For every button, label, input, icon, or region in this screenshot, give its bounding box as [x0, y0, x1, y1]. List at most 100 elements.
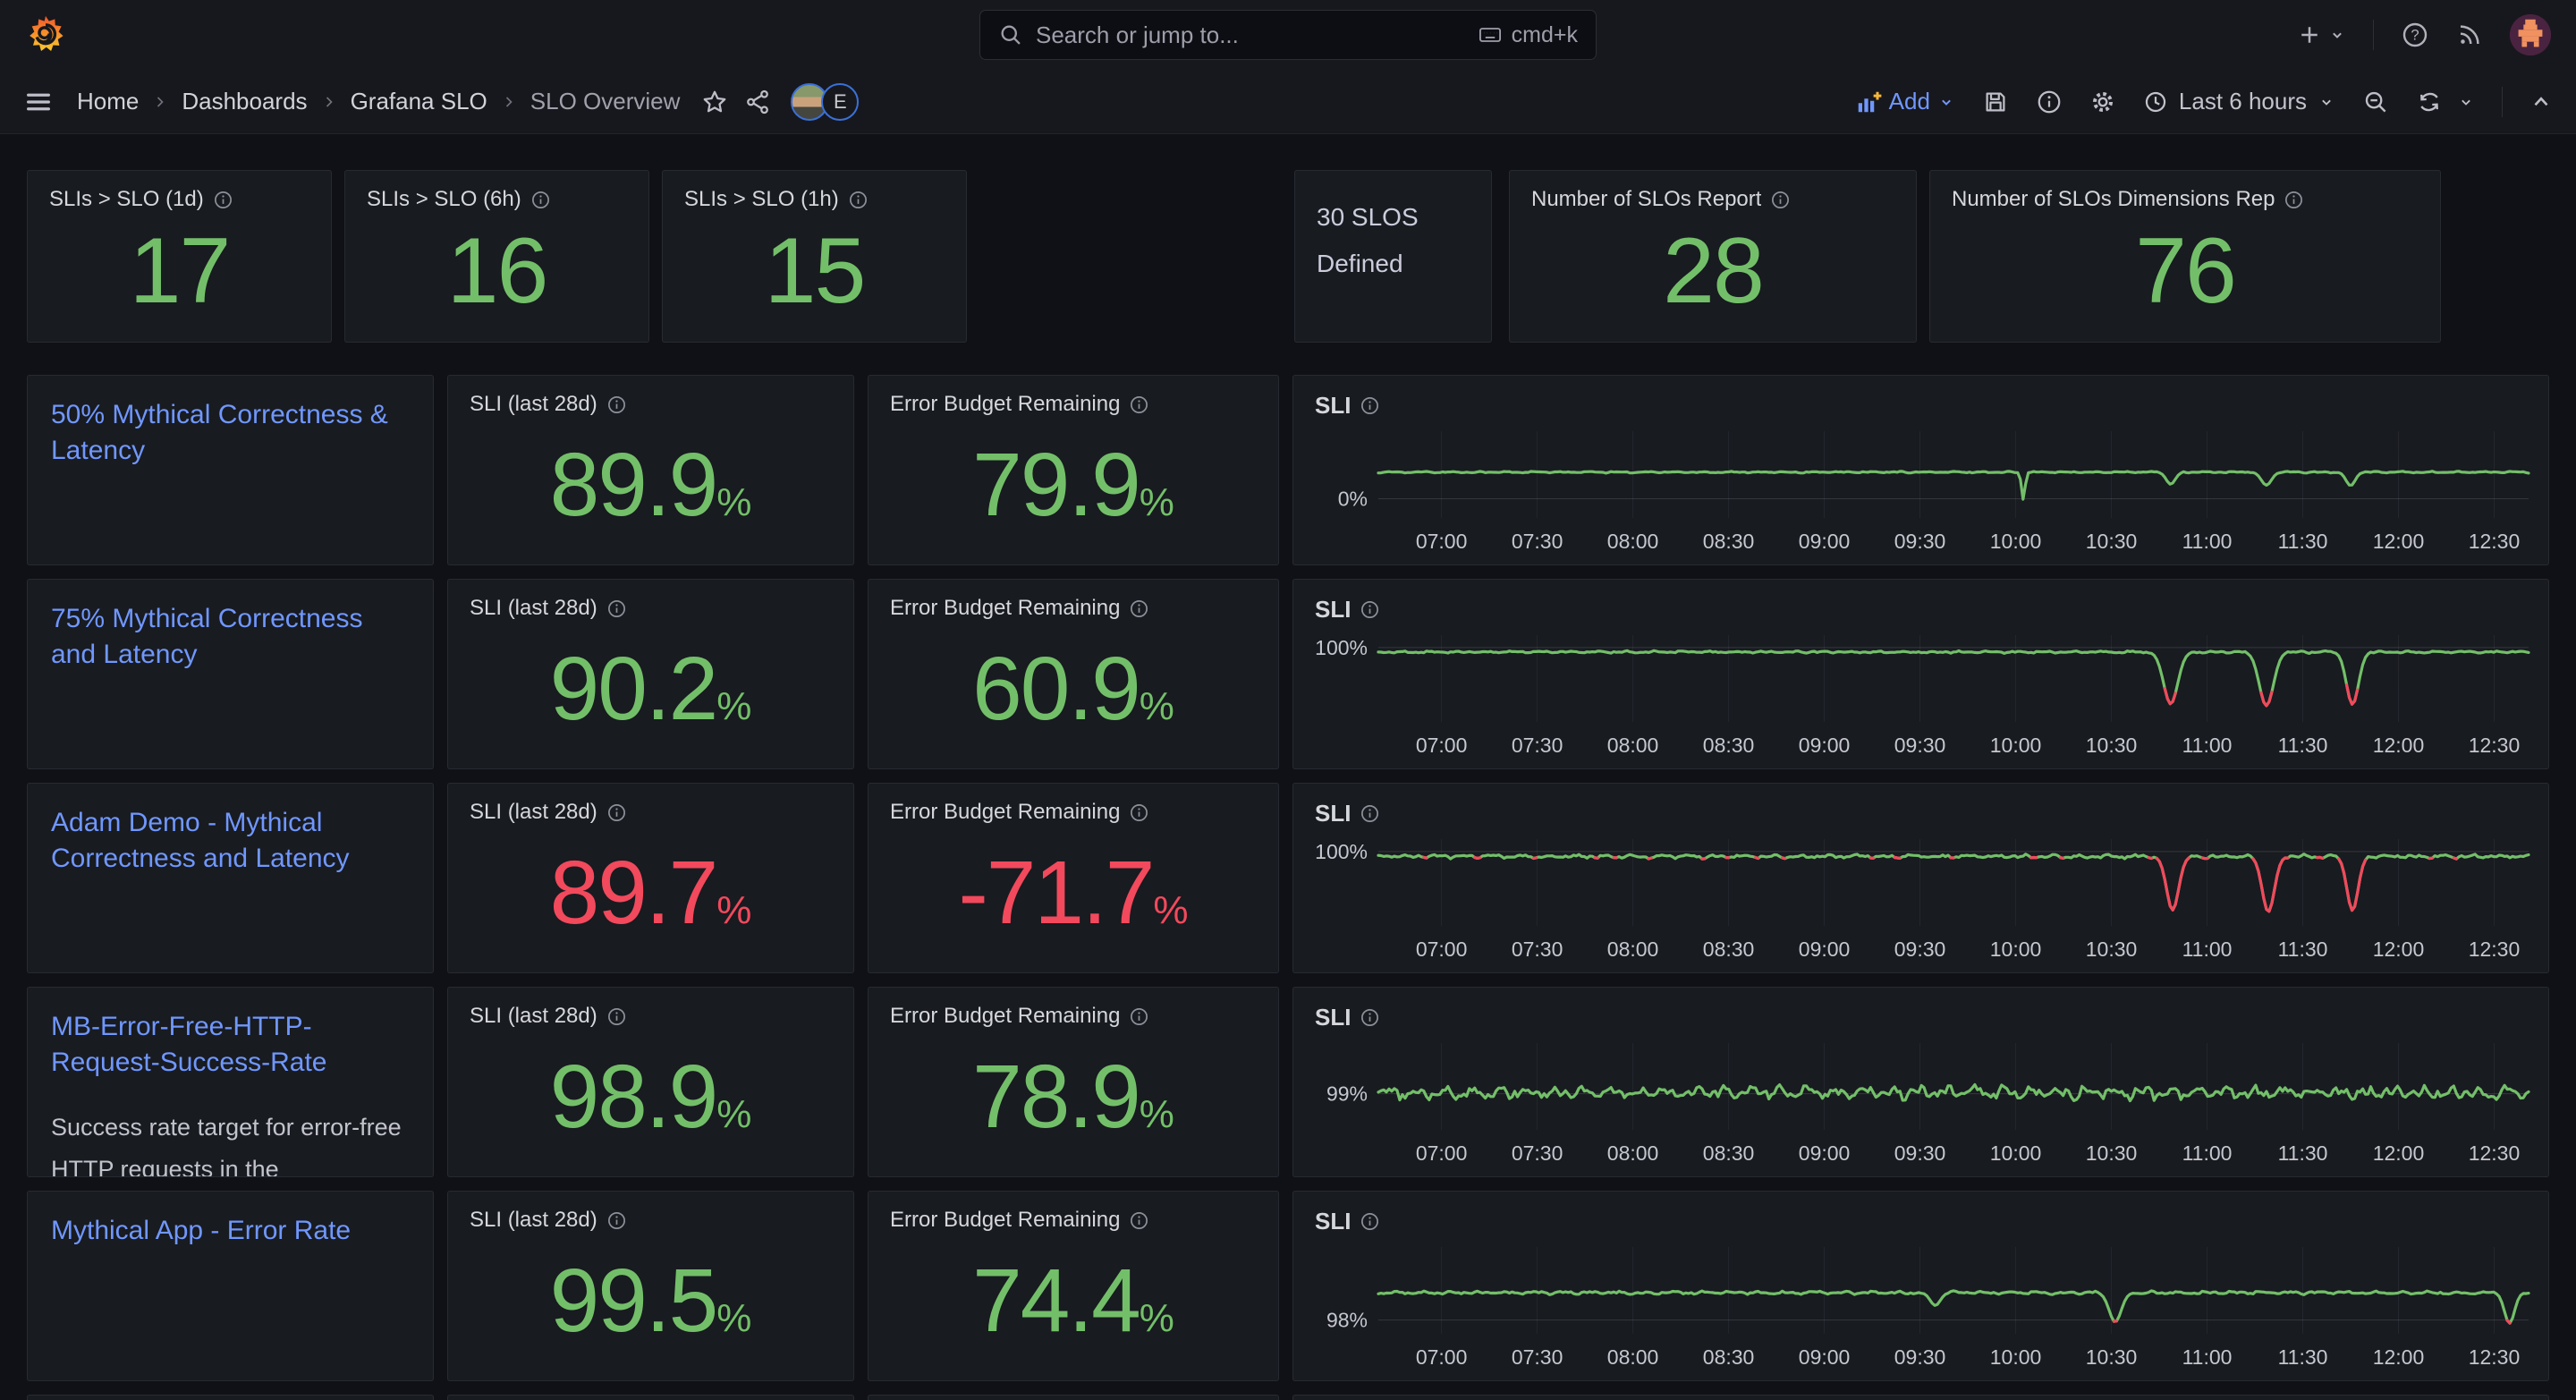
svg-text:12:00: 12:00 — [2373, 530, 2425, 553]
panel-slis-slo-1h: SLIs > SLO (1h) 15 — [662, 170, 967, 343]
svg-text:12:30: 12:30 — [2469, 1141, 2521, 1165]
info-icon[interactable] — [2284, 190, 2304, 210]
refresh-button[interactable] — [2416, 89, 2443, 115]
grafana-logo-icon[interactable] — [25, 14, 66, 55]
sli-chart[interactable]: 07:00 07:30 08:00 08:30 09:00 09:30 10:00 10:30… — [1293, 988, 2548, 1176]
panel-error-budget-remaining: Error Budget Remaining 60.9 % — [868, 579, 1279, 769]
time-range-picker[interactable]: Last 6 hours — [2143, 88, 2335, 115]
panel-title: Error Budget Remaining — [890, 1208, 1121, 1232]
svg-text:08:30: 08:30 — [1703, 1141, 1755, 1165]
breadcrumb-dashboards[interactable]: Dashboards — [182, 88, 308, 115]
help-button[interactable]: ? — [2401, 21, 2429, 49]
error-budget-value: 74.4 — [972, 1250, 1141, 1351]
sli-chart[interactable]: 07:00 07:30 08:00 08:30 09:00 09:30 10:00 10:30… — [1293, 784, 2548, 972]
info-icon[interactable] — [1360, 599, 1380, 620]
news-rss-button[interactable] — [2456, 21, 2483, 48]
dashboard-insights-button[interactable] — [2036, 89, 2063, 115]
info-icon[interactable] — [1360, 1007, 1380, 1028]
stat-row: SLIs > SLO (1d) 17 SLIs > SLO (6h) 16 SL… — [27, 170, 2549, 343]
info-icon[interactable] — [1770, 190, 1791, 210]
panel-title: Number of SLOs Dimensions Rep — [1952, 187, 2275, 211]
error-budget-value: 78.9 — [972, 1046, 1141, 1147]
search-input[interactable]: Search or jump to... cmd+k — [979, 10, 1597, 60]
panel-error-budget-remaining: Error Budget Remaining 74.4 % — [868, 1191, 1279, 1381]
chevron-up-icon — [2534, 96, 2548, 106]
search-icon — [998, 22, 1023, 47]
info-icon[interactable] — [606, 1006, 627, 1027]
panel-title: SLIs > SLO (1d) — [49, 187, 204, 211]
percent-unit: % — [716, 887, 752, 932]
svg-text:09:30: 09:30 — [1894, 1141, 1946, 1165]
svg-text:07:00: 07:00 — [1416, 530, 1468, 553]
info-icon[interactable] — [1129, 1006, 1149, 1027]
chevron-down-icon — [1942, 99, 1951, 106]
info-icon[interactable] — [606, 802, 627, 823]
svg-text:0%: 0% — [1338, 487, 1368, 510]
info-icon[interactable] — [1129, 1210, 1149, 1231]
svg-text:11:00: 11:00 — [2182, 1345, 2233, 1369]
svg-text:07:30: 07:30 — [1512, 1141, 1563, 1165]
divider — [2502, 86, 2503, 117]
slo-name-link[interactable]: Mythical App - Error Rate — [51, 1216, 352, 1245]
svg-text:07:00: 07:00 — [1416, 734, 1468, 757]
info-icon[interactable] — [1360, 1211, 1380, 1232]
info-icon[interactable] — [848, 190, 869, 210]
svg-text:10:00: 10:00 — [1990, 1141, 2042, 1165]
svg-text:11:00: 11:00 — [2182, 1141, 2233, 1165]
slo-name-link[interactable]: 50% Mythical Correctness & Latency — [51, 400, 388, 465]
breadcrumb-home[interactable]: Home — [77, 88, 140, 115]
svg-text:10:00: 10:00 — [1990, 530, 2042, 553]
viewer-avatar-badge[interactable]: E — [821, 82, 860, 121]
panel-slo-name: MB-Error-Free-HTTP-Request-Success-Rate … — [27, 987, 434, 1177]
info-icon[interactable] — [1129, 395, 1149, 415]
zoom-out-time-button[interactable] — [2362, 89, 2389, 115]
sli-value: 89.9 — [549, 434, 719, 535]
dashboard-toolbar: Home Dashboards Grafana SLO SLO Overview… — [0, 70, 2576, 134]
panel-sli-timeseries: SLI 07:00 07:30 08:00 08:30 09:00 09:30 10:00 1… — [1292, 987, 2549, 1177]
info-icon[interactable] — [606, 598, 627, 619]
info-icon[interactable] — [1129, 802, 1149, 823]
breadcrumb-grafana-slo[interactable]: Grafana SLO — [350, 88, 487, 115]
panel-title: SLI (last 28d) — [470, 596, 597, 620]
share-button[interactable] — [744, 89, 771, 115]
svg-text:99%: 99% — [1326, 1082, 1368, 1106]
menu-toggle-button[interactable] — [23, 87, 54, 117]
info-icon[interactable] — [1360, 395, 1380, 416]
save-dashboard-button[interactable] — [1982, 89, 2009, 115]
slo-name-link[interactable]: Adam Demo - Mythical Correctness and Lat… — [51, 808, 350, 873]
panel-title: SLI (last 28d) — [470, 800, 597, 824]
svg-text:12:00: 12:00 — [2373, 1141, 2425, 1165]
collapse-toolbar-button[interactable] — [2529, 90, 2553, 114]
info-icon[interactable] — [530, 190, 551, 210]
panel-sli-timeseries: SLI 07:00 07:30 08:00 08:30 09:00 09:30 10:00 1… — [1292, 1191, 2549, 1381]
info-icon[interactable] — [606, 1210, 627, 1231]
info-icon[interactable] — [1129, 598, 1149, 619]
sli-chart[interactable]: 07:00 07:30 08:00 08:30 09:00 09:30 10:00 10:30… — [1293, 376, 2548, 564]
svg-text:11:00: 11:00 — [2182, 938, 2233, 961]
svg-text:09:30: 09:30 — [1894, 734, 1946, 757]
panel-title: Error Budget Remaining — [890, 596, 1121, 620]
info-icon[interactable] — [1360, 803, 1380, 824]
sli-chart[interactable]: 07:00 07:30 08:00 08:30 09:00 09:30 10:00 10:30… — [1293, 580, 2548, 768]
panel-error-budget-remaining: Error Budget Remaining -71.7 % — [868, 783, 1279, 973]
percent-unit: % — [1139, 479, 1174, 524]
error-budget-value: 60.9 — [972, 638, 1141, 739]
panel-sli-timeseries: SLI 07:00 07:30 08:00 08:30 09:00 09:30 10:00 1… — [1292, 783, 2549, 973]
shortcut-hint: cmd+k — [1478, 22, 1578, 48]
svg-text:08:30: 08:30 — [1703, 938, 1755, 961]
info-icon[interactable] — [213, 190, 233, 210]
svg-text:12:00: 12:00 — [2373, 1345, 2425, 1369]
new-button[interactable] — [2296, 21, 2346, 48]
slo-name-link[interactable]: 75% Mythical Correctness and Latency — [51, 604, 363, 669]
panel-title: SLI — [1315, 596, 1352, 623]
refresh-interval-dropdown[interactable] — [2457, 93, 2475, 111]
panel-title: Error Budget Remaining — [890, 1004, 1121, 1028]
user-avatar[interactable] — [2510, 14, 2551, 55]
add-panel-button[interactable]: Add — [1855, 88, 1955, 115]
info-icon[interactable] — [606, 395, 627, 415]
slo-name-link[interactable]: MB-Error-Free-HTTP-Request-Success-Rate — [51, 1012, 327, 1077]
favorite-star-button[interactable] — [701, 89, 728, 115]
svg-text:08:00: 08:00 — [1607, 1141, 1659, 1165]
sli-chart[interactable]: 07:00 07:30 08:00 08:30 09:00 09:30 10:00 10:30… — [1293, 1192, 2548, 1380]
dashboard-settings-button[interactable] — [2089, 89, 2116, 115]
